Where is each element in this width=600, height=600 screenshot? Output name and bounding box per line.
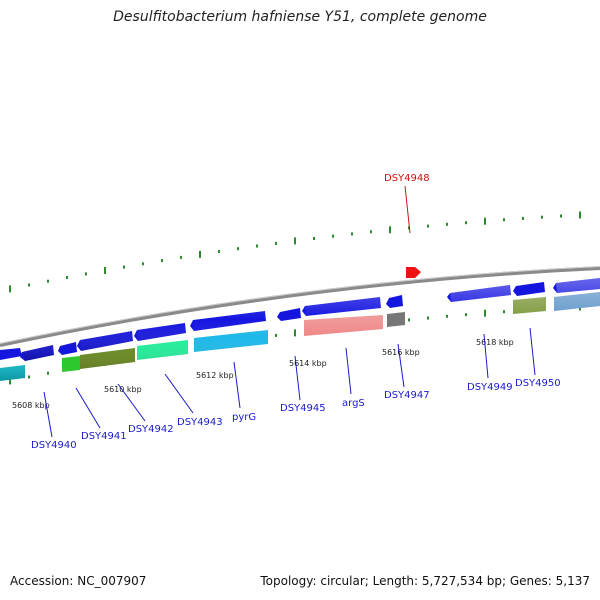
outer-tick-2 xyxy=(47,279,49,283)
gene-label-argS[interactable]: argS xyxy=(342,398,365,409)
outer-tick-27 xyxy=(522,216,524,220)
inner-tick-1 xyxy=(28,375,30,379)
scale-label-5618: 5618 kbp xyxy=(476,338,514,347)
leader-dsy4942 xyxy=(117,383,146,422)
gene-arrow-dsy4950[interactable] xyxy=(513,282,545,296)
outer-tick-30 xyxy=(579,211,581,219)
outer-tick-11 xyxy=(218,250,220,253)
gene-label-dsy4945[interactable]: DSY4945 xyxy=(280,403,326,414)
outer-arrow-shading xyxy=(22,278,600,361)
outer-tick-5 xyxy=(104,267,106,274)
outer-tick-8 xyxy=(161,259,163,263)
outer-tick-9 xyxy=(180,255,182,259)
outer-tick-3 xyxy=(66,276,68,279)
inner-tick-14 xyxy=(275,333,277,337)
outer-tick-6 xyxy=(123,265,125,269)
leader-dsy4940 xyxy=(43,391,53,438)
feature-track-inner xyxy=(0,292,600,381)
outer-tick-16 xyxy=(313,237,315,240)
outer-tick-20 xyxy=(389,226,391,234)
inner-tick-22 xyxy=(427,316,429,320)
gene-label-pyrG[interactable]: pyrG xyxy=(232,412,256,423)
outer-tick-4 xyxy=(85,272,87,276)
outer-tick-22 xyxy=(427,224,429,228)
inner-tick-2 xyxy=(47,371,49,375)
leader-argS xyxy=(345,347,352,395)
backbone-ring xyxy=(0,266,600,347)
inner-feature-shading xyxy=(0,292,600,381)
gene-label-dsy4942[interactable]: DSY4942 xyxy=(128,424,174,435)
outer-tick-track xyxy=(9,211,581,293)
outer-tick-17 xyxy=(332,234,334,238)
outer-tick-10 xyxy=(199,250,201,258)
inner-tick-26 xyxy=(503,310,505,314)
outer-tick-15 xyxy=(294,237,296,245)
outer-tick-24 xyxy=(465,221,467,225)
feature-gray-dsy4947[interactable] xyxy=(387,312,405,327)
scale-label-5612: 5612 kbp xyxy=(196,371,234,380)
outer-tick-1 xyxy=(28,283,30,287)
gene-arrow-dsy4948[interactable] xyxy=(406,267,421,278)
leader-dsy4948 xyxy=(404,185,411,234)
feature-track-outer xyxy=(0,267,600,361)
inner-tick-23 xyxy=(446,314,448,318)
outer-tick-12 xyxy=(237,247,239,251)
inner-tick-15 xyxy=(294,329,296,337)
gene-label-dsy4941[interactable]: DSY4941 xyxy=(81,431,127,442)
leader-dsy4947 xyxy=(397,343,405,388)
gene-label-leaders xyxy=(43,327,536,438)
scale-labels: 5608 kbp 5610 kbp 5612 kbp 5614 kbp 5616… xyxy=(12,338,514,410)
outer-tick-28 xyxy=(541,215,543,219)
scale-label-5614: 5614 kbp xyxy=(289,359,327,368)
gene-label-dsy4943[interactable]: DSY4943 xyxy=(177,417,223,428)
inner-tick-21 xyxy=(408,318,410,322)
outer-tick-14 xyxy=(275,241,277,245)
gene-label-dsy4947[interactable]: DSY4947 xyxy=(384,390,430,401)
map-title: Desulfitobacterium hafniense Y51, comple… xyxy=(113,9,487,25)
leader-dsy4945 xyxy=(294,355,301,401)
leader-pyrG xyxy=(233,361,241,409)
leader-dsy4950 xyxy=(529,327,536,376)
accession-text: Accession: NC_007907 xyxy=(10,574,147,588)
gene-arrow-dsy4945[interactable] xyxy=(277,308,301,321)
leader-dsy4941 xyxy=(75,387,101,429)
gene-arrow-dsy4941a[interactable] xyxy=(58,342,77,355)
gene-labels: DSY4940 DSY4941 DSY4942 DSY4943 pyrG DSY… xyxy=(31,173,561,451)
inner-tick-0 xyxy=(9,377,11,385)
outer-tick-19 xyxy=(370,230,372,234)
outer-tick-23 xyxy=(446,222,448,226)
outer-tick-13 xyxy=(256,244,258,248)
feature-green-dsy4941[interactable] xyxy=(62,356,80,372)
scale-label-5610: 5610 kbp xyxy=(104,385,142,394)
scale-label-5616: 5616 kbp xyxy=(382,348,420,357)
gene-label-dsy4950[interactable]: DSY4950 xyxy=(515,378,561,389)
gene-label-dsy4948[interactable]: DSY4948 xyxy=(384,173,430,184)
scale-label-5608: 5608 kbp xyxy=(12,401,50,410)
gene-label-dsy4949[interactable]: DSY4949 xyxy=(467,382,513,393)
inner-tick-25 xyxy=(484,309,486,317)
outer-tick-29 xyxy=(560,214,562,218)
backbone-highlight xyxy=(0,266,600,344)
gene-arrow-dsy4947[interactable] xyxy=(386,295,403,308)
outer-tick-18 xyxy=(351,232,353,236)
leader-dsy4943 xyxy=(164,373,194,414)
outer-tick-7 xyxy=(142,262,144,266)
outer-tick-26 xyxy=(503,218,505,222)
inner-tick-24 xyxy=(465,313,467,317)
outer-tick-0 xyxy=(9,285,11,293)
outer-tick-25 xyxy=(484,217,486,225)
gene-label-dsy4940[interactable]: DSY4940 xyxy=(31,440,77,451)
leader-dsy4949 xyxy=(483,333,489,379)
genome-summary-text: Topology: circular; Length: 5,727,534 bp… xyxy=(260,574,590,588)
gene-arrow-dsy4939[interactable] xyxy=(0,348,22,360)
